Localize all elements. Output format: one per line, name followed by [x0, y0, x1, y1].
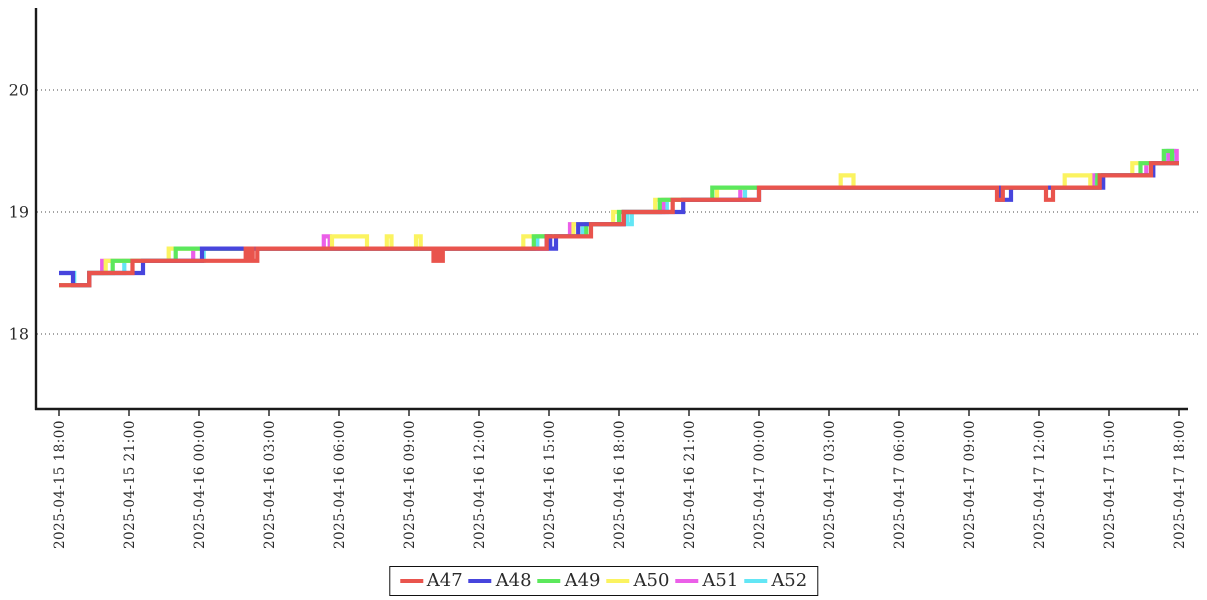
legend-label: A47 [426, 570, 463, 591]
x-tick-label: 2025-04-16 06:00 [332, 420, 348, 549]
legend-item-A48: A48 [468, 570, 532, 592]
legend-item-A52: A52 [744, 570, 807, 592]
x-tick-label: 2025-04-16 12:00 [472, 420, 488, 549]
x-tick-label: 2025-04-16 21:00 [682, 420, 698, 549]
legend-swatch-A47 [399, 579, 423, 583]
legend-swatch-A48 [468, 579, 492, 583]
legend-swatch-A51 [675, 579, 699, 583]
legend-label: A51 [702, 570, 739, 591]
x-tick-label: 2025-04-17 18:00 [1172, 420, 1188, 549]
legend-swatch-A52 [744, 579, 768, 583]
x-tick-label: 2025-04-17 03:00 [822, 420, 838, 549]
legend-item-A50: A50 [606, 570, 670, 592]
legend-label: A48 [495, 570, 532, 591]
x-tick-label: 2025-04-15 21:00 [122, 420, 138, 549]
legend-item-A47: A47 [399, 570, 463, 592]
y-tick-label: 19 [9, 203, 29, 222]
legend-item-A49: A49 [537, 570, 601, 592]
x-tick-label: 2025-04-17 15:00 [1102, 420, 1118, 549]
x-tick-label: 2025-04-17 09:00 [962, 420, 978, 549]
legend-label: A50 [633, 570, 670, 591]
legend: A47 A48 A49 A50 A51 A52 [388, 566, 819, 596]
x-tick-label: 2025-04-16 15:00 [542, 420, 558, 549]
series-A49 [59, 148, 1179, 288]
y-tick-label: 20 [9, 81, 29, 100]
x-tick-label: 2025-04-17 00:00 [752, 420, 768, 549]
x-tick-label: 2025-04-16 18:00 [612, 420, 628, 549]
x-tick-label: 2025-04-16 09:00 [402, 420, 418, 549]
series-A47 [59, 161, 1179, 288]
legend-label: A52 [771, 570, 808, 591]
x-tick-label: 2025-04-17 12:00 [1032, 420, 1048, 549]
x-tick-label: 2025-04-15 18:00 [52, 420, 68, 549]
legend-swatch-A49 [537, 579, 561, 583]
legend-swatch-A50 [606, 579, 630, 583]
x-tick-label: 2025-04-16 00:00 [192, 420, 208, 549]
x-tick-label: 2025-04-17 06:00 [892, 420, 908, 549]
legend-item-A51: A51 [675, 570, 738, 592]
y-tick-label: 18 [9, 325, 29, 344]
legend-label: A49 [564, 570, 601, 591]
x-tick-label: 2025-04-16 03:00 [262, 420, 278, 549]
plot-area: 18 19 20 2025-04-15 18:00 2025-04-15 21:00 20… [9, 8, 1198, 549]
